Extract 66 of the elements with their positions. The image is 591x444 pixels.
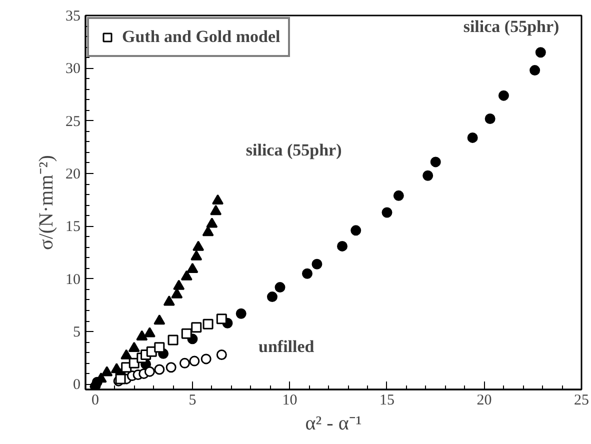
point xyxy=(144,366,155,377)
point xyxy=(128,342,140,352)
y-tick-label: 30 xyxy=(66,61,80,78)
x-axis-title: α² - α⁻¹ xyxy=(305,412,362,434)
point xyxy=(312,258,322,270)
point xyxy=(154,314,166,325)
x-tick-label: 0 xyxy=(91,392,99,408)
point xyxy=(216,314,227,324)
point xyxy=(166,362,176,373)
point xyxy=(202,318,214,330)
point xyxy=(189,356,200,366)
point xyxy=(467,132,478,143)
annotation: silica (55phr) xyxy=(463,17,560,36)
point xyxy=(180,270,192,280)
point xyxy=(186,262,198,274)
y-tick-label: 10 xyxy=(66,272,80,288)
point xyxy=(171,288,183,298)
y-tick-label: 20 xyxy=(66,166,80,183)
y-tick-label: 5 xyxy=(73,324,80,341)
point xyxy=(136,330,148,340)
point xyxy=(350,225,362,236)
point xyxy=(274,282,286,293)
y-tick-label: 35 xyxy=(66,8,80,24)
point xyxy=(163,296,175,306)
x-tick-label: 20 xyxy=(476,392,492,408)
point xyxy=(168,334,178,346)
point xyxy=(302,268,312,279)
annotation: unfilled xyxy=(258,336,315,356)
point xyxy=(192,240,204,251)
point xyxy=(484,114,496,124)
x-tick-label: 25 xyxy=(574,392,589,408)
point xyxy=(422,170,434,181)
point xyxy=(393,190,404,201)
point xyxy=(101,366,113,376)
point xyxy=(200,354,212,364)
point xyxy=(144,327,156,338)
point xyxy=(535,47,546,58)
x-tick-label: 15 xyxy=(379,392,394,408)
annotation: silica (55phr) xyxy=(246,140,342,160)
legend-label: Guth and Gold model xyxy=(122,27,280,47)
point xyxy=(236,308,246,319)
point xyxy=(206,218,218,228)
y-tick-label: 25 xyxy=(66,114,80,130)
point xyxy=(154,364,165,375)
point xyxy=(266,292,278,302)
y-tick-label: 0 xyxy=(73,377,80,394)
point xyxy=(154,342,165,353)
point xyxy=(498,90,509,101)
x-tick-label: 5 xyxy=(188,392,196,408)
point xyxy=(210,204,222,216)
point xyxy=(212,194,224,205)
point xyxy=(202,226,214,236)
point xyxy=(382,207,392,218)
point xyxy=(179,358,190,368)
point xyxy=(190,250,202,260)
point xyxy=(191,322,202,333)
y-axis-title: σ/(N·mm⁻²) xyxy=(36,155,58,250)
point xyxy=(530,65,540,76)
x-tick-label: 10 xyxy=(282,392,298,408)
point xyxy=(337,240,348,252)
y-tick-label: 15 xyxy=(66,219,80,236)
point xyxy=(120,349,132,360)
point xyxy=(216,349,227,360)
point xyxy=(173,280,185,290)
point xyxy=(181,328,192,339)
point xyxy=(430,156,441,168)
